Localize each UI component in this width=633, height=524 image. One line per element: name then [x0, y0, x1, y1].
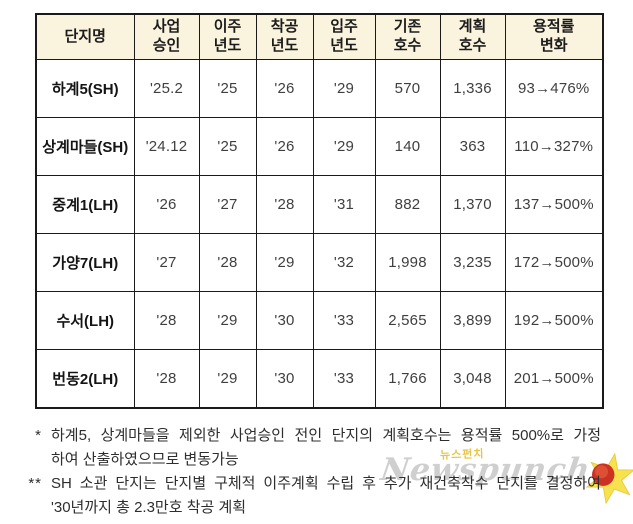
value-cell: '29: [198, 349, 257, 409]
column-header-planned-units: 계획 호수: [439, 13, 506, 60]
table-row: 상계마들(SH) '24.12'25'26'29 140 363 110→327%: [35, 117, 604, 176]
value-cell: '29: [255, 233, 314, 292]
footnote-line: SH 소관 단지는 단지별 구체적 이주계획 수립 후 추가 재건축착수 단지를…: [51, 475, 601, 492]
footnotes: * 하계5, 상계마들을 제외한 사업승인 전인 단지의 계획호수는 용적률 50…: [18, 424, 601, 520]
value-cell: '29: [198, 291, 257, 350]
column-header-relocation-year: 이주 년도: [198, 13, 257, 60]
table-row: 중계1(LH) '26'27'28'31 882 1,370 137→500%: [35, 175, 604, 234]
column-header-complex: 단지명: [35, 13, 135, 60]
footnote-line: '30년까지 총 2.3만호 착공 계획: [51, 499, 247, 516]
value-cell: 2,565: [374, 291, 441, 350]
value-cell: '25: [198, 59, 257, 118]
value-cell: 1,370: [439, 175, 506, 234]
value-cell: '27: [133, 233, 200, 292]
value-cell: '28: [198, 233, 257, 292]
value-cell: '33: [312, 291, 376, 350]
value-cell: '24.12: [133, 117, 200, 176]
value-cell: 1,766: [374, 349, 441, 409]
value-cell: 570: [374, 59, 441, 118]
value-cell: '26: [255, 59, 314, 118]
footnote-text: 하계5, 상계마들을 제외한 사업승인 전인 단지의 계획호수는 용적률 500…: [51, 424, 601, 472]
value-cell: '28: [133, 291, 200, 350]
value-cell: 363: [439, 117, 506, 176]
value-cell: '29: [312, 59, 376, 118]
value-cell: '32: [312, 233, 376, 292]
value-cell: 3,899: [439, 291, 506, 350]
column-header-existing-units: 기존 호수: [374, 13, 441, 60]
complex-name-cell: 하계5(SH): [35, 59, 135, 118]
table-container: 단지명 사업 승인 이주 년도 착공 년도 입주 년도 기존 호수 계획 호수 …: [35, 13, 604, 409]
value-cell: '31: [312, 175, 376, 234]
value-cell: 110→327%: [504, 117, 604, 176]
footnote-text: SH 소관 단지는 단지별 구체적 이주계획 수립 후 추가 재건축착수 단지를…: [51, 472, 601, 520]
column-header-movein-year: 입주 년도: [312, 13, 376, 60]
value-cell: '27: [198, 175, 257, 234]
footnote-marker: **: [28, 475, 42, 492]
value-cell: 3,048: [439, 349, 506, 409]
table-row: 가양7(LH) '27'28'29'32 1,998 3,235 172→500%: [35, 233, 604, 292]
value-cell: 1,336: [439, 59, 506, 118]
value-cell: 172→500%: [504, 233, 604, 292]
table-row: 번동2(LH) '28'29'30'33 1,766 3,048 201→500%: [35, 349, 604, 409]
column-header-construction-year: 착공 년도: [255, 13, 314, 60]
value-cell: '33: [312, 349, 376, 409]
starburst-icon: [579, 446, 633, 516]
value-cell: '25.2: [133, 59, 200, 118]
value-cell: 1,998: [374, 233, 441, 292]
complex-name-cell: 중계1(LH): [35, 175, 135, 234]
complex-name-cell: 수서(LH): [35, 291, 135, 350]
redevelopment-table: 단지명 사업 승인 이주 년도 착공 년도 입주 년도 기존 호수 계획 호수 …: [35, 13, 604, 409]
value-cell: '28: [255, 175, 314, 234]
value-cell: '30: [255, 349, 314, 409]
table-body: 하계5(SH) '25.2'25'26'29 570 1,336 93→476% 상계마들…: [35, 59, 604, 409]
footnote-line: 하계5, 상계마들을 제외한 사업승인 전인 단지의 계획호수는 용적률 500…: [51, 427, 601, 444]
column-header-approval: 사업 승인: [133, 13, 200, 60]
value-cell: '25: [198, 117, 257, 176]
value-cell: '28: [133, 349, 200, 409]
value-cell: 201→500%: [504, 349, 604, 409]
value-cell: 140: [374, 117, 441, 176]
complex-name-cell: 가양7(LH): [35, 233, 135, 292]
value-cell: 3,235: [439, 233, 506, 292]
complex-name-cell: 번동2(LH): [35, 349, 135, 409]
value-cell: 882: [374, 175, 441, 234]
complex-name-cell: 상계마들(SH): [35, 117, 135, 176]
value-cell: '30: [255, 291, 314, 350]
value-cell: '26: [255, 117, 314, 176]
table-row: 하계5(SH) '25.2'25'26'29 570 1,336 93→476%: [35, 59, 604, 118]
table-row: 수서(LH) '28'29'30'33 2,565 3,899 192→500%: [35, 291, 604, 350]
value-cell: 93→476%: [504, 59, 604, 118]
footnote: ** SH 소관 단지는 단지별 구체적 이주계획 수립 후 추가 재건축착수 단…: [18, 472, 601, 520]
value-cell: 137→500%: [504, 175, 604, 234]
footnote: * 하계5, 상계마들을 제외한 사업승인 전인 단지의 계획호수는 용적률 50…: [18, 424, 601, 472]
value-cell: '29: [312, 117, 376, 176]
footnote-marker: *: [35, 427, 42, 444]
value-cell: '26: [133, 175, 200, 234]
column-header-far-change: 용적률 변화: [504, 13, 604, 60]
header-row: 단지명 사업 승인 이주 년도 착공 년도 입주 년도 기존 호수 계획 호수 …: [35, 13, 604, 60]
value-cell: 192→500%: [504, 291, 604, 350]
footnote-line: 하여 산출하였으므로 변동가능: [51, 451, 239, 468]
